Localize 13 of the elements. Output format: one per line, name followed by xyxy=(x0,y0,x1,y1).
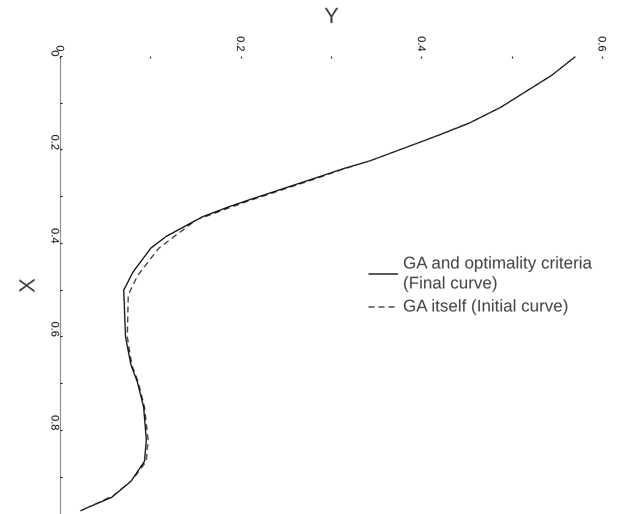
y-tick-label: 0.4 xyxy=(48,228,60,244)
y-tick-label: 0.2 xyxy=(48,134,60,150)
x-axis-title: Y xyxy=(324,3,340,28)
y-tick-label: 0.8 xyxy=(48,415,60,430)
x-tick-label: 0.2 xyxy=(234,36,246,52)
y-tick-label: 0.6 xyxy=(48,322,60,337)
legend-label: GA and optimality criteria (Final curve) xyxy=(403,254,592,294)
legend-label: GA itself (Initial curve) xyxy=(403,296,568,316)
x-tick-label: 0.6 xyxy=(596,36,608,52)
y-tick-label: 0 xyxy=(48,50,60,57)
x-tick-label: 0 xyxy=(54,45,66,52)
y-axis-title: X xyxy=(14,278,40,293)
x-tick-label: 0.4 xyxy=(414,36,427,52)
